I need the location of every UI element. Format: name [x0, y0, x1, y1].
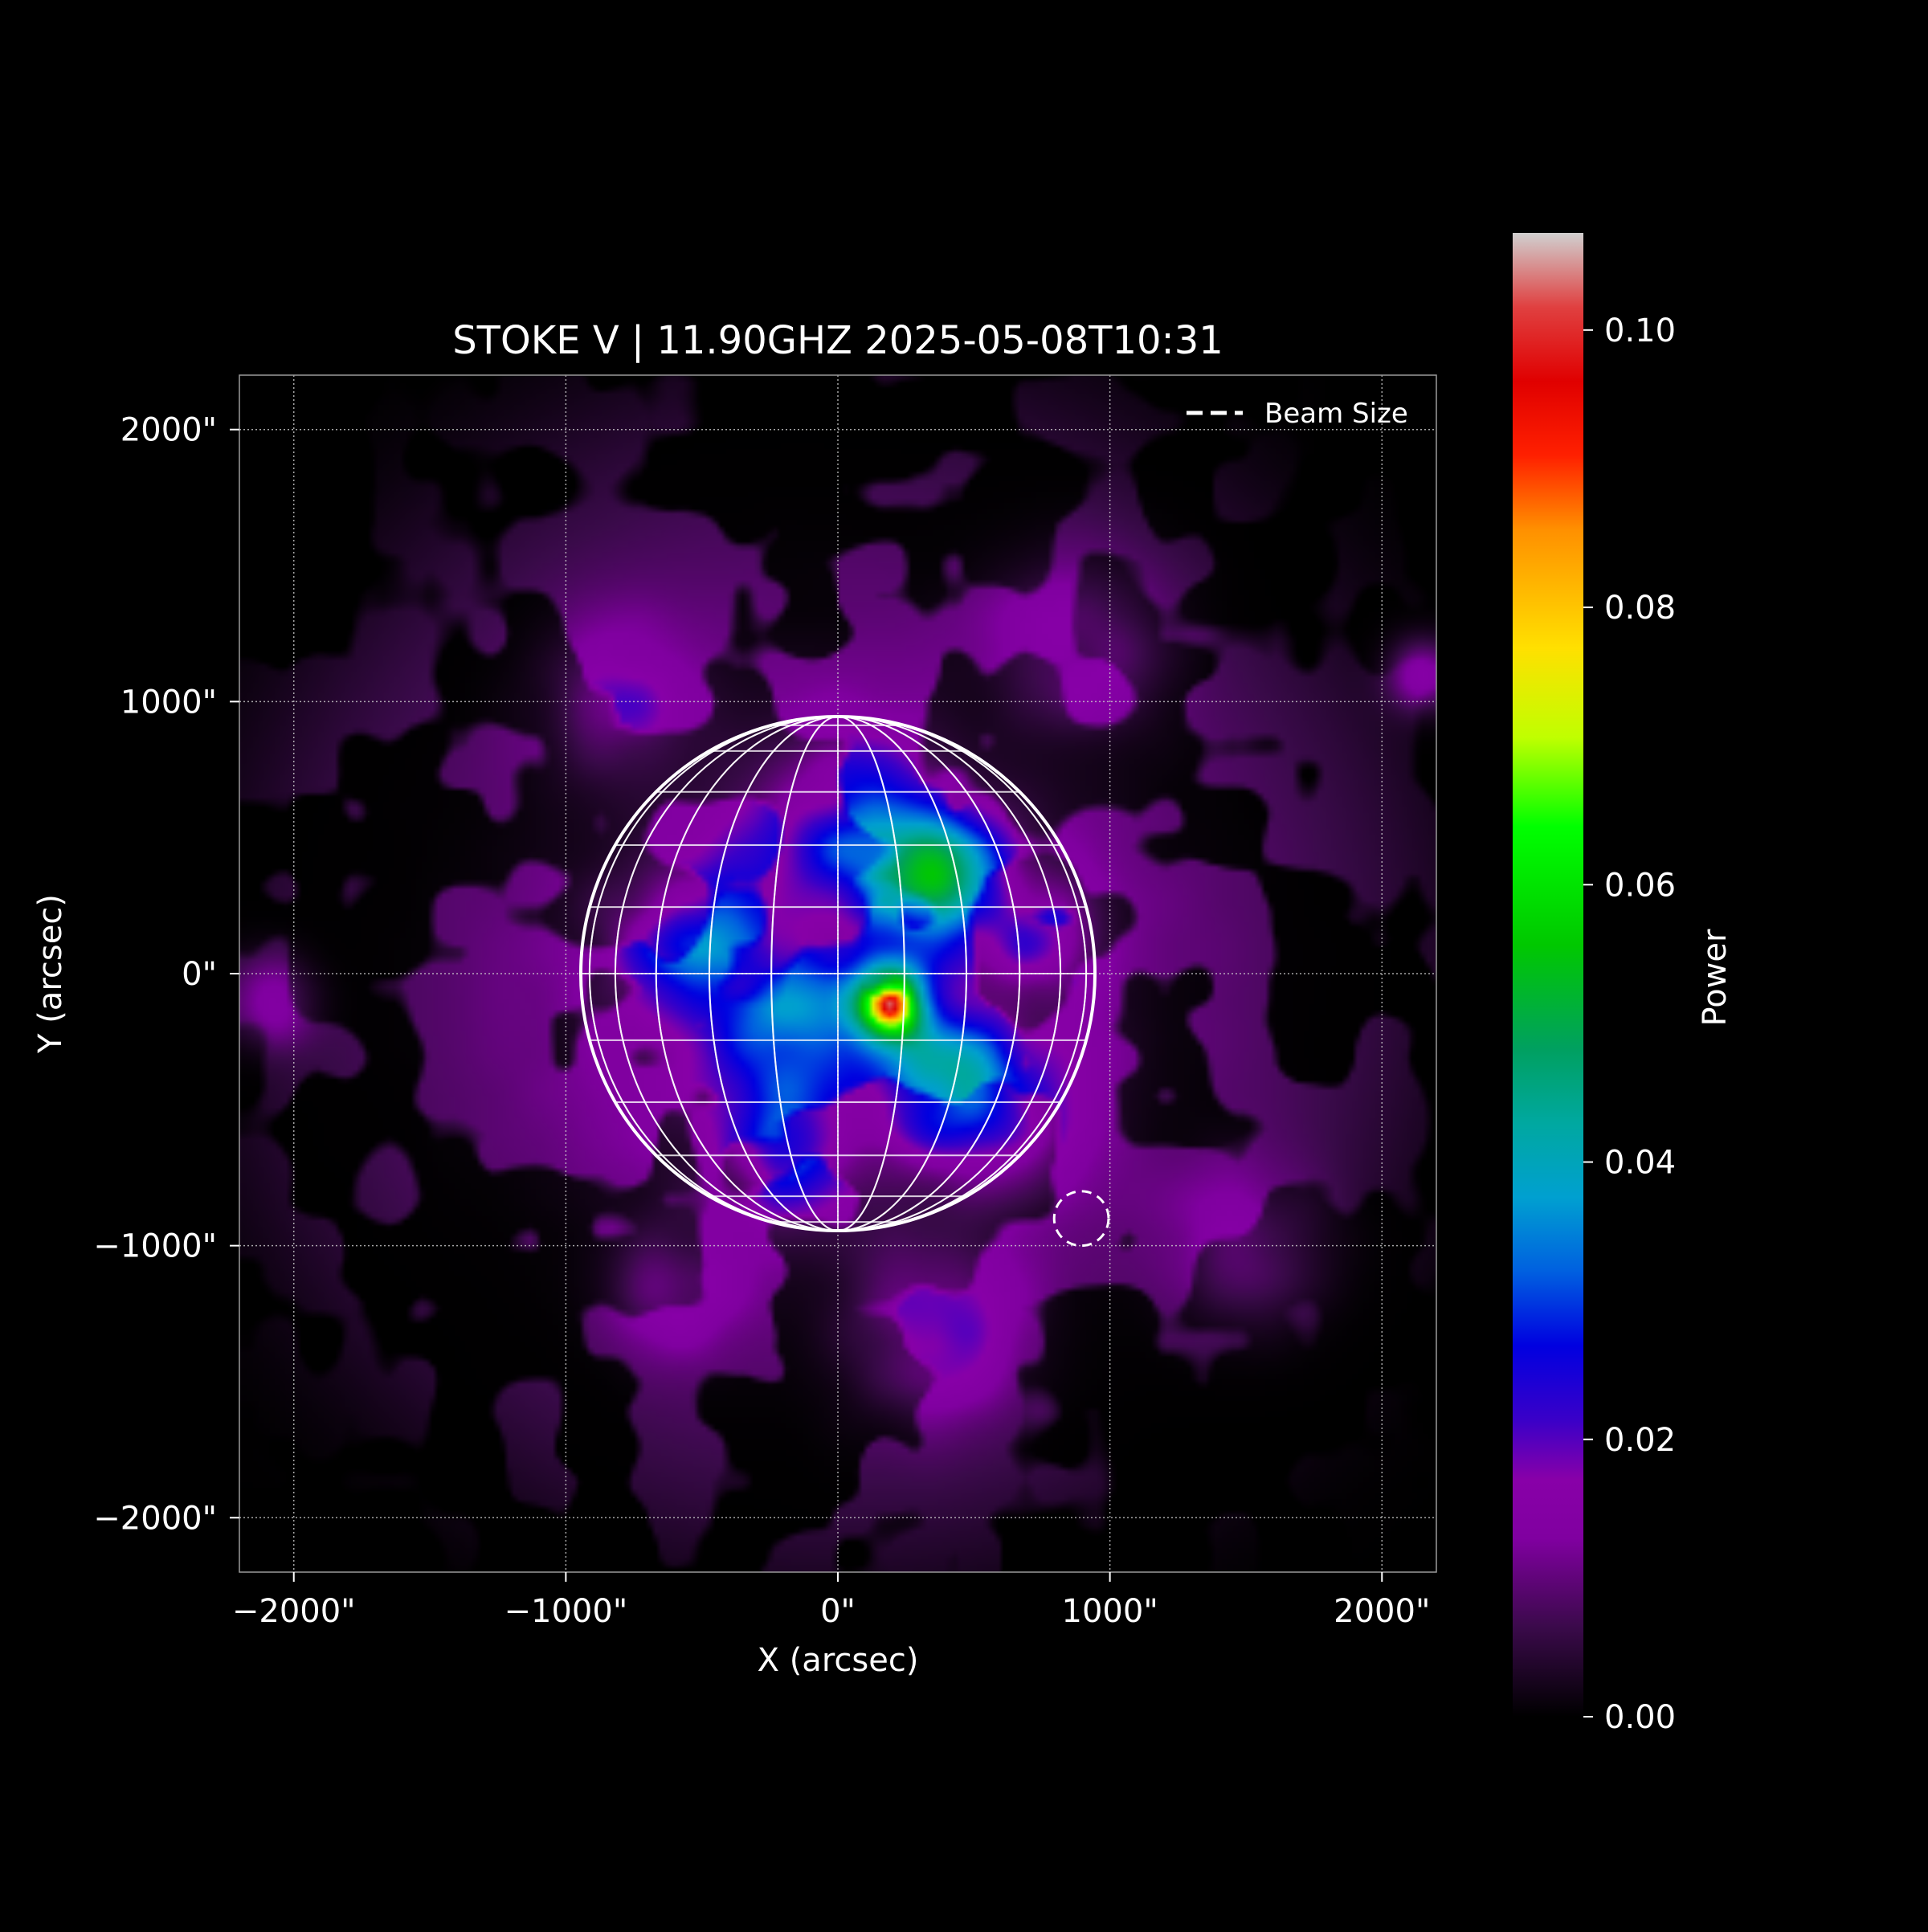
legend: Beam Size [1187, 398, 1408, 430]
x-tick-label: −1000" [504, 1593, 628, 1630]
x-axis: −2000" −1000" 0" 1000" 2000" X (arcsec) [232, 1572, 1430, 1679]
legend-label-beam-size: Beam Size [1264, 398, 1408, 430]
colorbar-tick-label: 0.04 [1604, 1145, 1676, 1182]
x-tick-label: −2000" [232, 1593, 356, 1630]
colorbar-label: Power [1697, 929, 1734, 1026]
y-tick-label: 2000" [120, 412, 217, 449]
colorbar-tick-label: 0.08 [1604, 590, 1676, 627]
colorbar-tick-label: 0.02 [1604, 1422, 1676, 1459]
x-tick-label: 1000" [1062, 1593, 1158, 1630]
y-tick-label: 1000" [120, 684, 217, 721]
plot-area: Beam Size [239, 374, 1437, 1573]
y-axis-label: Y (arcsec) [32, 894, 69, 1054]
x-tick-label: 2000" [1334, 1593, 1430, 1630]
x-axis-label: X (arcsec) [758, 1642, 919, 1679]
colorbar-tick-label: 0.06 [1604, 867, 1676, 904]
x-tick-label: 0" [820, 1593, 856, 1630]
colorbar-tick-label: 0.10 [1604, 312, 1676, 349]
colorbar-tick-label: 0.00 [1604, 1699, 1676, 1736]
colorbar-ticks: 0.00 0.02 0.04 0.06 0.08 0.10 [1583, 312, 1676, 1736]
chart-title: STOKE V | 11.90GHZ 2025-05-08T10:31 [452, 318, 1223, 363]
y-tick-label: 0" [182, 956, 217, 993]
y-tick-label: −2000" [93, 1500, 217, 1537]
beam-size-circle [1052, 1190, 1110, 1248]
y-axis: 2000" 1000" 0" −1000" −2000" Y (arcsec) [32, 412, 239, 1537]
colorbar: 0.00 0.02 0.04 0.06 0.08 0.10 Power [1513, 233, 1734, 1736]
solar-disk [578, 714, 1097, 1233]
colorbar-bar [1513, 233, 1583, 1717]
grid-lines [239, 375, 1436, 1572]
solar-limb [578, 714, 1097, 1233]
y-tick-label: −1000" [93, 1228, 217, 1265]
